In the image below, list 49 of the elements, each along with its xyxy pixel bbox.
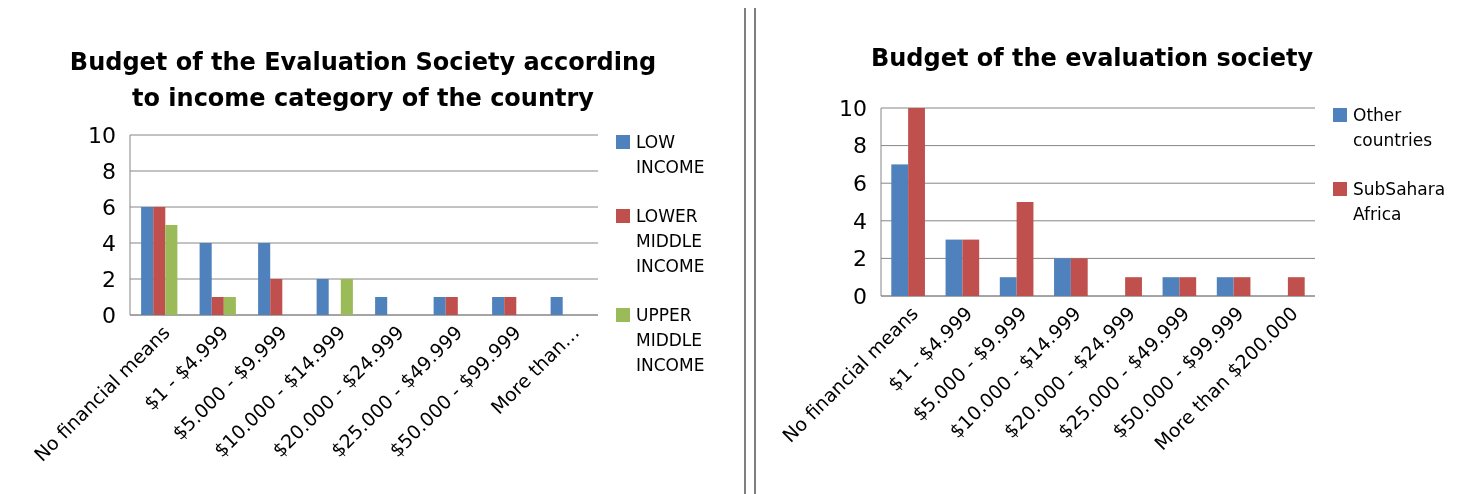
y-tick-label: 8 bbox=[102, 158, 116, 184]
y-tick-label: 4 bbox=[102, 230, 116, 256]
legend-label: SubSahara Africa bbox=[1353, 178, 1446, 224]
bar bbox=[375, 297, 388, 315]
y-tick-label: 2 bbox=[102, 266, 116, 292]
bar bbox=[1054, 258, 1071, 296]
y-tick-label: 2 bbox=[853, 246, 867, 272]
y-tick-label: 4 bbox=[853, 208, 867, 234]
y-tick-label: 6 bbox=[102, 194, 116, 220]
bar bbox=[153, 207, 166, 315]
bar bbox=[1216, 277, 1234, 296]
bar bbox=[433, 297, 446, 315]
bar bbox=[1179, 277, 1197, 296]
y-tick-label: 0 bbox=[853, 283, 867, 309]
bar bbox=[223, 297, 236, 315]
bar bbox=[1125, 277, 1142, 296]
bar bbox=[492, 297, 505, 315]
bar bbox=[999, 277, 1017, 296]
bar bbox=[211, 297, 224, 315]
bar bbox=[1233, 277, 1251, 296]
bar bbox=[1070, 258, 1088, 296]
bar bbox=[962, 239, 980, 296]
bar bbox=[141, 207, 154, 315]
bar bbox=[504, 297, 517, 315]
chart-title: Budget of the evaluation society bbox=[870, 44, 1314, 72]
y-tick-label: 6 bbox=[853, 170, 867, 196]
y-tick-label: 8 bbox=[853, 133, 867, 159]
bar bbox=[1016, 202, 1034, 296]
bar bbox=[316, 279, 329, 315]
legend-label: Other countries bbox=[1353, 104, 1433, 150]
bar bbox=[258, 243, 271, 315]
bar bbox=[270, 279, 283, 315]
bar bbox=[908, 108, 925, 296]
bar bbox=[199, 243, 212, 315]
bar bbox=[550, 297, 563, 315]
y-tick-label: 10 bbox=[88, 122, 116, 148]
bar bbox=[1162, 277, 1180, 296]
bar bbox=[165, 225, 178, 315]
legend-label: LOW INCOME bbox=[636, 131, 705, 177]
bar bbox=[445, 297, 458, 315]
bar bbox=[1287, 277, 1305, 296]
bar bbox=[945, 239, 963, 296]
legend-label: LOWER MIDDLE INCOME bbox=[636, 205, 705, 276]
y-tick-label: 10 bbox=[839, 95, 867, 121]
y-tick-label: 0 bbox=[102, 302, 116, 328]
bar bbox=[891, 164, 909, 296]
chart-title: Budget of the Evaluation Society according to income category of the country bbox=[69, 48, 657, 112]
bar bbox=[340, 279, 353, 315]
legend-label: UPPER MIDDLE INCOME bbox=[636, 304, 705, 375]
